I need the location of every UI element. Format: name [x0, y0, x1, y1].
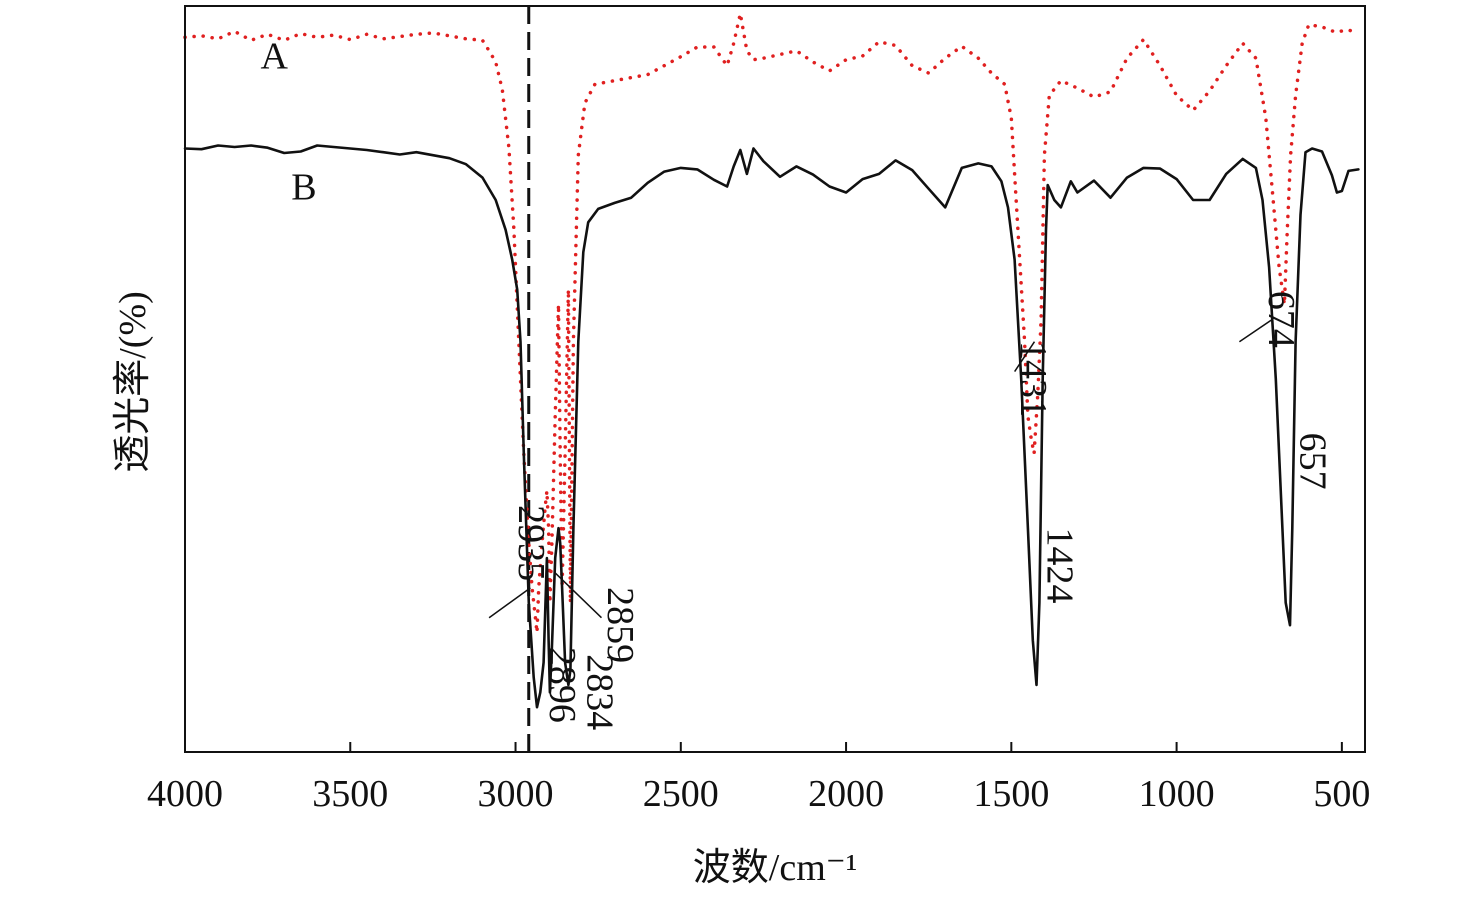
plot-frame	[184, 5, 1366, 753]
x-tick-label: 2000	[808, 773, 884, 815]
peak-label-2896: 2896	[541, 647, 583, 723]
series-line-b	[183, 144, 1360, 709]
x-axis-label: 波数/cm⁻¹	[693, 847, 857, 889]
y-axis-label: 透光率/(%)	[112, 291, 154, 473]
peak-label-2935: 2935	[510, 505, 552, 581]
peak-label-1424: 1424	[1039, 527, 1081, 603]
x-tick-label: 2500	[643, 773, 719, 815]
peak-label-674: 674	[1260, 291, 1302, 348]
x-tick-label: 3000	[478, 773, 554, 815]
peak-label-2834: 2834	[579, 654, 621, 730]
series-line-a	[183, 11, 1361, 635]
x-tick-label: 4000	[147, 773, 223, 815]
series-label-b: B	[291, 166, 316, 208]
x-tick-label: 3500	[312, 773, 388, 815]
peak-label-657: 657	[1292, 433, 1334, 490]
series-label-a: A	[261, 35, 289, 77]
peak-label-2859: 2859	[599, 587, 641, 663]
peak-leader-line	[488, 587, 531, 619]
peak-leader-line	[554, 572, 602, 619]
x-tick-label: 1000	[1139, 773, 1215, 815]
ticks-layer: 4000 3500 3000 2500 2000 1500 1000 500	[147, 742, 1370, 815]
peak-leader-line	[1238, 318, 1273, 343]
peak-leader-line	[1014, 341, 1036, 372]
x-tick-label: 500	[1313, 773, 1370, 815]
x-tick-label: 1500	[973, 773, 1049, 815]
plot-layer	[183, 6, 1361, 752]
peak-label-1431: 1431	[1012, 341, 1054, 417]
